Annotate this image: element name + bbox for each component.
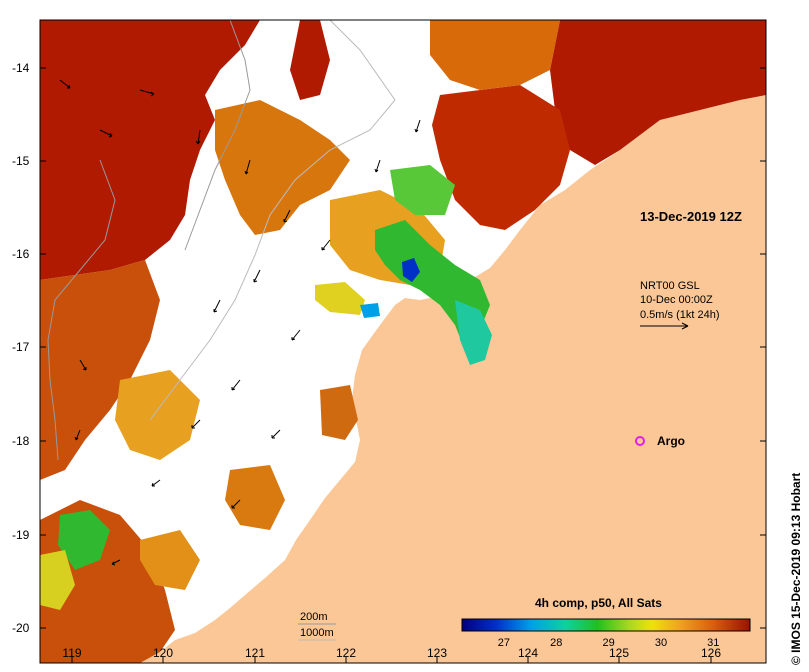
sst-mid-patch-1 xyxy=(115,370,200,460)
sst-warm-central xyxy=(215,100,350,235)
sst-yellow-southwest xyxy=(40,550,75,610)
y-tick-label: -17 xyxy=(12,340,30,354)
sst-cool-aqua xyxy=(455,300,492,365)
colorbar-tick-label: 27 xyxy=(498,637,510,649)
sst-cool-north xyxy=(390,165,455,215)
x-tick-label: 123 xyxy=(427,646,447,660)
current-legend-line1: NRT00 GSL xyxy=(640,280,700,292)
x-tick-label: 126 xyxy=(701,646,721,660)
sst-mid-patch-2 xyxy=(225,465,285,530)
depth-legend-200m: 200m xyxy=(300,611,328,623)
sst-mid-patch-3 xyxy=(320,385,358,440)
date-label: 13-Dec-2019 12Z xyxy=(640,209,742,224)
colorbar-title: 4h comp, p50, All Sats xyxy=(535,596,662,610)
sst-hot-northwest xyxy=(40,20,260,280)
current-scale-arrow xyxy=(640,322,689,330)
sst-mid-patch-4 xyxy=(140,530,200,590)
imos-credit: © IMOS 15-Dec-2019 09:13 Hobart xyxy=(789,473,803,665)
y-tick-label: -16 xyxy=(12,247,30,261)
x-tick-label: 120 xyxy=(153,646,173,660)
argo-label: Argo xyxy=(657,434,685,448)
sst-hot-north xyxy=(290,20,330,100)
sst-warm-northeast xyxy=(430,20,560,90)
colorbar-ticks: 27 28 29 30 31 xyxy=(498,637,720,649)
sst-hot-coastal xyxy=(432,85,570,230)
x-tick-label: 119 xyxy=(62,646,81,660)
current-legend-line3: 0.5m/s (1kt 24h) xyxy=(640,309,719,321)
sst-field xyxy=(40,20,766,663)
argo-marker xyxy=(635,436,645,446)
y-tick-label: -19 xyxy=(12,528,30,542)
x-tick-label: 122 xyxy=(336,646,356,660)
y-tick-label: -20 xyxy=(12,621,30,635)
sst-yellow-patch xyxy=(315,282,365,315)
current-vectors xyxy=(59,79,421,566)
colorbar xyxy=(461,618,751,632)
sst-cold-spot xyxy=(402,258,420,282)
colorbar-tick-label: 31 xyxy=(707,637,719,649)
tick-marks xyxy=(40,67,766,663)
x-tick-label: 124 xyxy=(518,646,538,660)
y-axis: -14 -15 -16 -17 -18 -19 -20 xyxy=(12,61,30,635)
colorbar-tick-label: 28 xyxy=(550,637,562,649)
colorbar-tick-label: 29 xyxy=(602,637,614,649)
current-legend-line2: 10-Dec 00:00Z xyxy=(640,294,713,306)
y-tick-label: -18 xyxy=(12,434,30,448)
sst-warm-west xyxy=(40,260,160,480)
sst-cyan-spot xyxy=(360,303,380,318)
land-australia xyxy=(140,95,766,663)
x-tick-label: 125 xyxy=(609,646,629,660)
sst-hot-northeast xyxy=(550,20,766,165)
depth-legend-1000m: 1000m xyxy=(300,627,334,639)
colorbar-tick-label: 30 xyxy=(655,637,667,649)
sst-green-southwest xyxy=(58,510,110,570)
x-tick-label: 121 xyxy=(245,646,265,660)
y-tick-label: -15 xyxy=(12,154,30,168)
x-axis: 119 120 121 122 123 124 125 126 xyxy=(62,646,721,660)
contour-1000m xyxy=(149,20,396,421)
contour-200m xyxy=(47,20,251,461)
y-tick-label: -14 xyxy=(12,61,30,75)
plot-frame xyxy=(39,19,767,664)
